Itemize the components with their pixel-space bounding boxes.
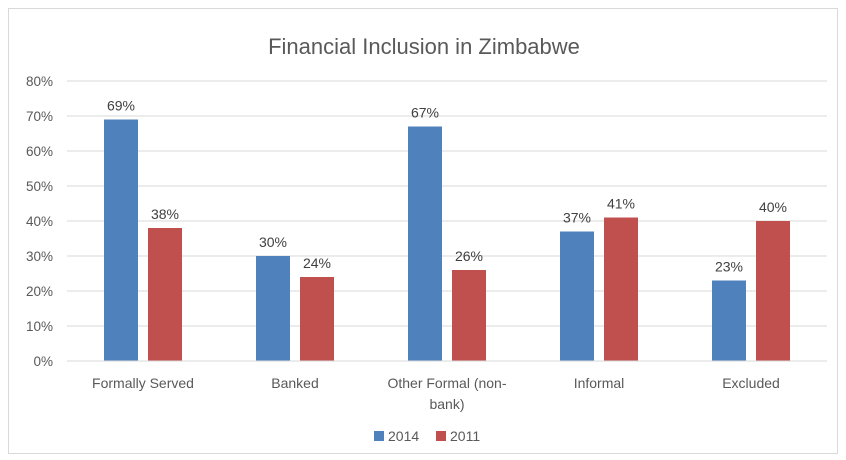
y-tick-label: 10%	[26, 319, 53, 334]
data-label: 26%	[455, 248, 483, 264]
bar-2011	[756, 221, 790, 361]
legend-label: 2011	[450, 428, 480, 444]
data-label: 23%	[715, 259, 743, 275]
category-label: Banked	[271, 375, 318, 391]
category-label: Excluded	[722, 375, 780, 391]
legend-swatch-2014	[374, 431, 384, 441]
category-label: Formally Served	[92, 375, 194, 391]
data-label: 38%	[151, 206, 179, 222]
category-label: Other Formal (non-	[387, 375, 506, 391]
bar-2014	[712, 280, 746, 361]
data-label: 67%	[411, 105, 439, 121]
bar-2011	[452, 270, 486, 361]
legend-swatch-2011	[436, 431, 446, 441]
bar-2014	[560, 231, 594, 361]
category-label: bank)	[429, 396, 464, 412]
y-tick-label: 0%	[33, 354, 53, 369]
data-label: 40%	[759, 199, 787, 215]
bar-2014	[256, 256, 290, 361]
data-label: 69%	[107, 98, 135, 114]
data-label: 24%	[303, 255, 331, 271]
y-tick-label: 30%	[26, 249, 53, 264]
bar-2011	[300, 277, 334, 361]
category-label: Informal	[574, 375, 625, 391]
y-tick-label: 80%	[26, 74, 53, 89]
y-tick-label: 70%	[26, 109, 53, 124]
y-tick-label: 60%	[26, 144, 53, 159]
y-tick-label: 40%	[26, 214, 53, 229]
y-tick-label: 20%	[26, 284, 53, 299]
legend-label: 2014	[388, 428, 419, 444]
chart-title: Financial Inclusion in Zimbabwe	[268, 34, 580, 59]
data-label: 37%	[563, 210, 591, 226]
chart-svg: Financial Inclusion in Zimbabwe 0% 10% 20% 3…	[26, 34, 827, 444]
y-tick-label: 50%	[26, 179, 53, 194]
chart-frame: Financial Inclusion in Zimbabwe 0% 10% 20% 3…	[8, 8, 838, 454]
bar-2011	[604, 217, 638, 361]
bar-2014	[104, 119, 138, 361]
bar-2011	[148, 228, 182, 361]
bar-2014	[408, 126, 442, 361]
data-label: 30%	[259, 234, 287, 250]
data-label: 41%	[607, 196, 635, 212]
